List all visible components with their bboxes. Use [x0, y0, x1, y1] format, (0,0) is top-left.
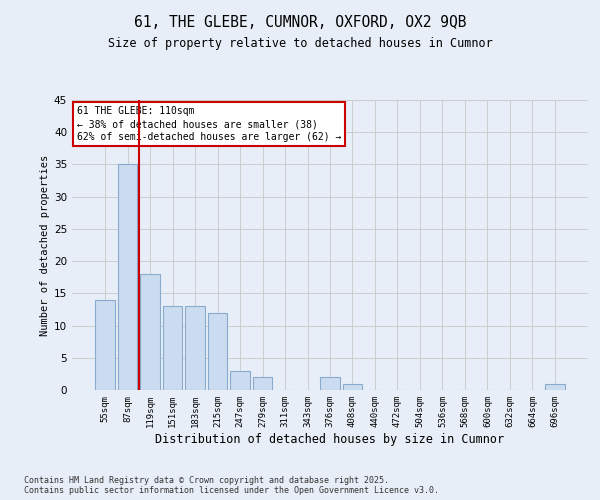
- Bar: [95, 300, 115, 390]
- Bar: [140, 274, 160, 390]
- Bar: [545, 384, 565, 390]
- Text: 61, THE GLEBE, CUMNOR, OXFORD, OX2 9QB: 61, THE GLEBE, CUMNOR, OXFORD, OX2 9QB: [134, 15, 466, 30]
- Bar: [320, 377, 340, 390]
- Y-axis label: Number of detached properties: Number of detached properties: [40, 154, 50, 336]
- Text: 61 THE GLEBE: 110sqm
← 38% of detached houses are smaller (38)
62% of semi-detac: 61 THE GLEBE: 110sqm ← 38% of detached h…: [77, 106, 341, 142]
- Bar: [208, 312, 227, 390]
- Bar: [185, 306, 205, 390]
- Bar: [253, 377, 272, 390]
- Bar: [343, 384, 362, 390]
- Bar: [118, 164, 137, 390]
- X-axis label: Distribution of detached houses by size in Cumnor: Distribution of detached houses by size …: [155, 432, 505, 446]
- Text: Size of property relative to detached houses in Cumnor: Size of property relative to detached ho…: [107, 38, 493, 51]
- Text: Contains HM Land Registry data © Crown copyright and database right 2025.
Contai: Contains HM Land Registry data © Crown c…: [24, 476, 439, 495]
- Bar: [163, 306, 182, 390]
- Bar: [230, 370, 250, 390]
